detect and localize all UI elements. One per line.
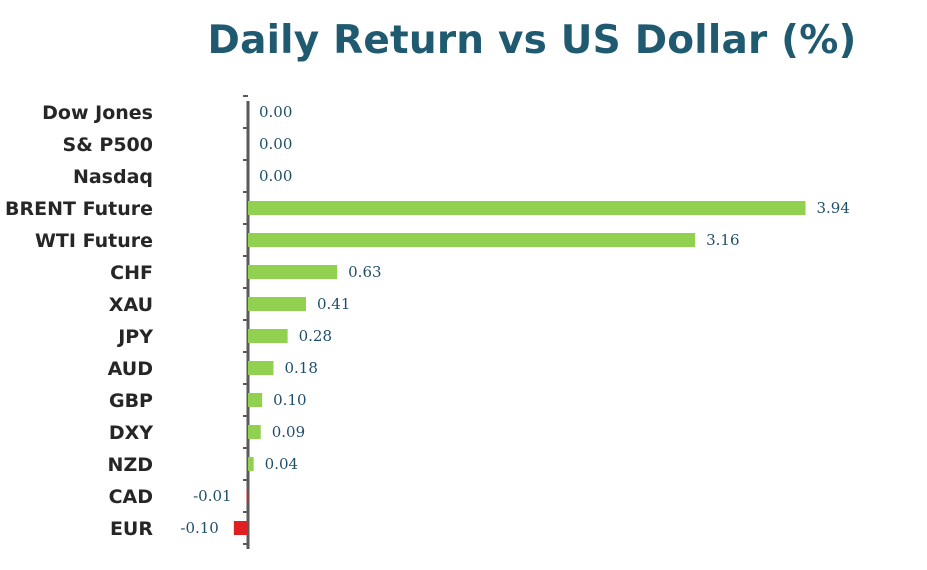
bar	[248, 201, 806, 215]
bar	[248, 329, 288, 343]
bar	[248, 457, 254, 471]
category-label: Dow Jones	[42, 102, 153, 124]
category-label: WTI Future	[35, 230, 153, 252]
category-label: Nasdaq	[73, 166, 153, 188]
category-label: JPY	[116, 326, 153, 348]
bar	[248, 361, 274, 375]
data-label: 0.63	[348, 263, 381, 281]
category-label: XAU	[109, 294, 153, 316]
data-label: 0.10	[273, 391, 306, 409]
data-label: -0.10	[180, 519, 218, 537]
bar	[248, 233, 696, 247]
bar	[233, 521, 248, 535]
data-label: 3.16	[706, 231, 739, 249]
data-label: 0.04	[265, 455, 298, 473]
category-label: NZD	[108, 454, 153, 476]
data-label: 0.00	[259, 103, 292, 121]
data-label: 0.09	[272, 423, 305, 441]
data-label: 0.00	[259, 135, 292, 153]
data-label: 3.94	[817, 199, 850, 217]
data-label: 0.28	[299, 327, 332, 345]
bar	[248, 425, 261, 439]
category-label: S& P500	[63, 134, 153, 156]
category-label: EUR	[110, 518, 153, 540]
category-label: GBP	[109, 390, 153, 412]
bar	[248, 393, 263, 407]
category-label: AUD	[108, 358, 153, 380]
category-label: BRENT Future	[5, 198, 153, 220]
category-label: CAD	[109, 486, 153, 508]
data-label: -0.01	[193, 487, 231, 505]
data-label: 0.00	[259, 167, 292, 185]
bar	[246, 489, 249, 503]
bar	[248, 265, 338, 279]
data-label: 0.18	[284, 359, 317, 377]
bar	[248, 297, 307, 311]
category-label: CHF	[110, 262, 153, 284]
chart-title: Daily Return vs US Dollar (%)	[207, 18, 857, 63]
data-label: 0.41	[317, 295, 350, 313]
category-label: DXY	[109, 422, 153, 444]
